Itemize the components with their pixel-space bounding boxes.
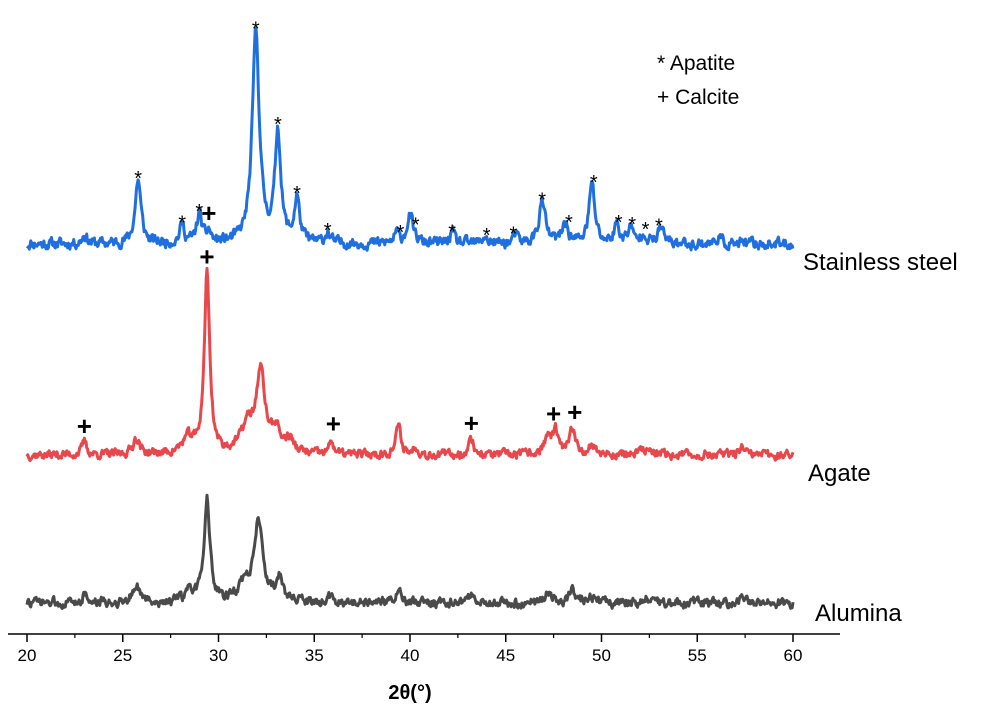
apatite-marker: * bbox=[252, 18, 260, 40]
apatite-marker: * bbox=[590, 172, 598, 194]
legend: * Apatite + Calcite bbox=[657, 52, 739, 109]
series-label: Alumina bbox=[815, 600, 902, 627]
apatite-marker: * bbox=[538, 190, 546, 212]
series-line bbox=[25, 26, 795, 252]
series-alumina: Alumina bbox=[25, 493, 902, 627]
apatite-marker: * bbox=[134, 168, 142, 190]
calcite-marker: + bbox=[546, 399, 561, 429]
calcite-marker: + bbox=[77, 411, 92, 441]
x-axis-label: 2θ(°) bbox=[388, 682, 431, 704]
x-tick-label: 35 bbox=[305, 646, 324, 665]
apatite-marker: * bbox=[412, 215, 420, 237]
series-stainless-steel: ***+**** * * * * ***** * * *Stainless steel bbox=[25, 18, 958, 276]
x-tick-label: 20 bbox=[18, 646, 37, 665]
calcite-marker: + bbox=[464, 408, 479, 438]
x-tick-label: 50 bbox=[592, 646, 611, 665]
apatite-marker: * bbox=[615, 212, 623, 234]
calcite-marker: + bbox=[567, 397, 582, 427]
apatite-marker: * bbox=[274, 114, 282, 136]
x-axis: 20 25 30 35 40 45 50 55 60 bbox=[8, 633, 840, 665]
apatite-marker: * bbox=[293, 183, 301, 205]
series-label: Agate bbox=[808, 460, 871, 487]
calcite-marker: + bbox=[199, 241, 214, 271]
apatite-marker: * bbox=[510, 223, 518, 245]
apatite-marker: * bbox=[397, 222, 405, 244]
calcite-marker: + bbox=[201, 198, 216, 228]
plot-area: ***+**** * * * * ***** * * *Stainless steel+++ + +… bbox=[25, 18, 958, 627]
series-line bbox=[25, 266, 795, 463]
series-agate: +++ + + +Agate bbox=[25, 241, 871, 487]
apatite-marker: * bbox=[628, 214, 636, 236]
x-tick-label: 30 bbox=[209, 646, 228, 665]
x-tick-label: 25 bbox=[113, 646, 132, 665]
legend-entry-calcite: + Calcite bbox=[657, 86, 739, 109]
apatite-marker: * bbox=[655, 216, 663, 238]
x-tick-label: 55 bbox=[688, 646, 707, 665]
apatite-marker: * bbox=[642, 219, 650, 241]
apatite-marker: * bbox=[448, 221, 456, 243]
apatite-marker: * bbox=[483, 225, 491, 247]
x-tick-label: 60 bbox=[784, 646, 803, 665]
x-tick-label: 40 bbox=[401, 646, 420, 665]
series-label: Stainless steel bbox=[803, 249, 958, 276]
x-tick-label: 45 bbox=[496, 646, 515, 665]
apatite-marker: * bbox=[565, 212, 573, 234]
apatite-marker: * bbox=[324, 220, 332, 242]
calcite-marker: + bbox=[326, 409, 341, 439]
series-line bbox=[25, 493, 795, 610]
apatite-marker: * bbox=[195, 201, 203, 223]
legend-entry-apatite: * Apatite bbox=[657, 52, 735, 75]
apatite-marker: * bbox=[178, 212, 186, 234]
